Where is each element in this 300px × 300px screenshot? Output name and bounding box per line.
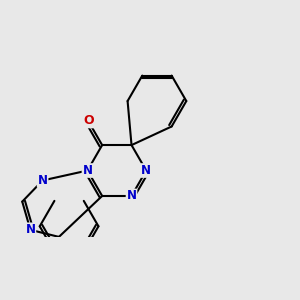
Text: N: N [26,223,35,236]
Text: N: N [127,190,136,202]
Text: N: N [82,164,92,177]
Text: N: N [141,164,151,177]
Text: O: O [83,114,94,128]
Text: N: N [38,174,48,187]
